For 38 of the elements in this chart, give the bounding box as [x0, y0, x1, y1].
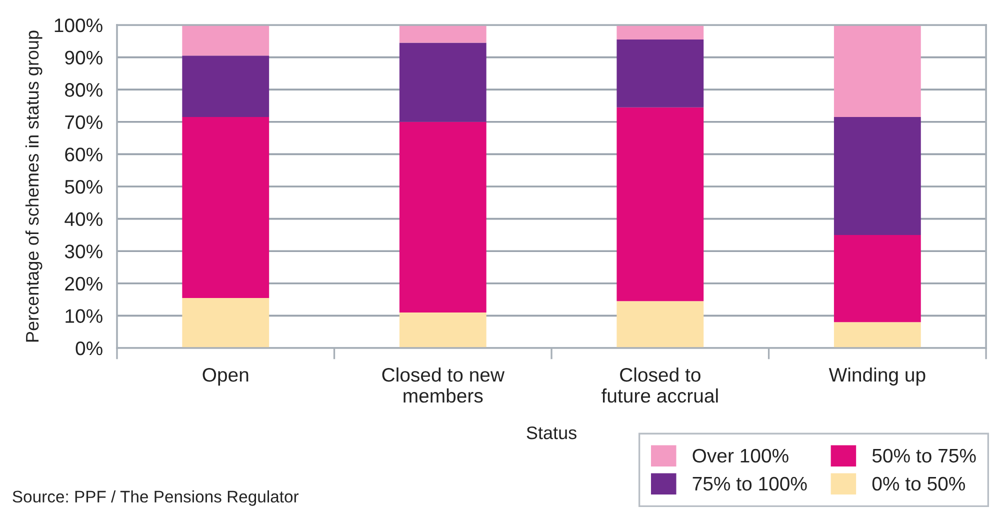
y-tick-label: 60%: [65, 148, 102, 162]
bar: [399, 312, 486, 348]
y-tick-label: 80%: [65, 83, 102, 97]
bar: [399, 42, 486, 122]
bar: [182, 24, 270, 56]
bar: [182, 56, 270, 118]
source-note: Source: PPF / The Pensions Regulator: [12, 490, 299, 506]
x-tick-label: Open: [202, 368, 248, 386]
y-tick-label: 40%: [64, 212, 102, 226]
legend-label: 0% to 50%: [872, 476, 965, 491]
y-tick-label: 100%: [54, 18, 102, 32]
x-tick-label: Winding up: [828, 367, 926, 386]
bar: [834, 234, 921, 322]
bar: [616, 301, 704, 348]
x-tick-label: Closed to new members: [382, 367, 505, 403]
bar: [399, 24, 486, 43]
y-tick-label: 0%: [76, 341, 102, 356]
bar: [616, 107, 704, 302]
y-tick-label: 70%: [65, 115, 102, 130]
y-tick-label: 10%: [66, 309, 102, 323]
bar: [399, 122, 486, 312]
bar: [834, 24, 921, 118]
bar: [616, 24, 704, 40]
y-tick-label: 50%: [64, 180, 102, 194]
bar: [616, 40, 704, 108]
bar: [182, 117, 270, 298]
legend-label: 50% to 75%: [872, 448, 976, 463]
y-tick-label: 90%: [65, 50, 102, 65]
bar: [834, 322, 921, 348]
y-tick-label: 30%: [64, 244, 102, 258]
y-axis-title: Percentage of schemes in status group: [25, 30, 42, 342]
legend-label: Over 100%: [692, 448, 788, 463]
x-tick-label: Closed to future accrual: [602, 367, 718, 403]
y-tick-label: 20%: [65, 276, 102, 291]
bar: [834, 117, 921, 235]
bar: [182, 298, 270, 348]
legend-label: 75% to 100%: [692, 476, 807, 491]
x-axis-title: Status: [526, 426, 576, 440]
